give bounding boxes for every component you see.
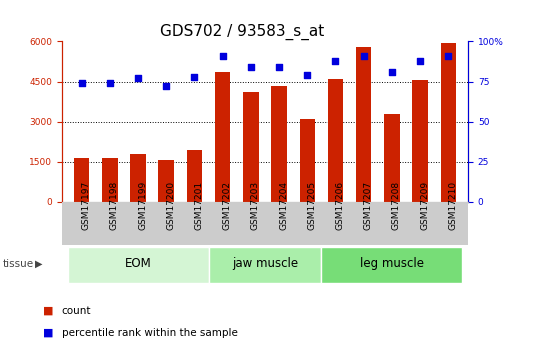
Text: leg muscle: leg muscle: [360, 257, 424, 270]
Text: GSM17205: GSM17205: [307, 181, 316, 230]
Bar: [215, 72, 230, 202]
Bar: [187, 150, 202, 202]
Point: [444, 53, 452, 59]
Bar: [300, 119, 315, 202]
Point: [303, 72, 312, 78]
Bar: [384, 114, 400, 202]
Bar: [441, 43, 456, 202]
Bar: [243, 92, 259, 202]
Bar: [159, 160, 174, 202]
Text: GSM17204: GSM17204: [279, 181, 288, 230]
Text: EOM: EOM: [125, 257, 151, 270]
Bar: [271, 86, 287, 202]
Point: [387, 69, 396, 75]
Bar: [74, 158, 89, 202]
Point: [359, 53, 368, 59]
Text: ▶: ▶: [35, 259, 43, 269]
Text: tissue: tissue: [3, 259, 34, 269]
Bar: [102, 158, 118, 202]
Point: [77, 80, 86, 86]
Bar: [412, 80, 428, 202]
Bar: [209, 247, 321, 283]
Text: GSM17197: GSM17197: [82, 181, 90, 230]
Bar: [356, 47, 371, 202]
Text: count: count: [62, 306, 91, 315]
Text: percentile rank within the sample: percentile rank within the sample: [62, 328, 238, 338]
Point: [134, 76, 143, 81]
Point: [218, 53, 227, 59]
Point: [275, 64, 284, 70]
Point: [331, 58, 340, 63]
Text: GSM17208: GSM17208: [392, 181, 401, 230]
Point: [162, 83, 171, 89]
Text: GDS702 / 93583_s_at: GDS702 / 93583_s_at: [160, 24, 324, 40]
Point: [105, 80, 114, 86]
Bar: [67, 247, 209, 283]
Text: GSM17203: GSM17203: [251, 181, 260, 230]
Point: [246, 64, 255, 70]
Point: [416, 58, 424, 63]
Bar: [321, 247, 463, 283]
Text: GSM17198: GSM17198: [110, 181, 119, 230]
Text: GSM17210: GSM17210: [448, 181, 457, 230]
Bar: [62, 202, 468, 245]
Text: GSM17199: GSM17199: [138, 181, 147, 230]
Bar: [130, 154, 146, 202]
Text: GSM17202: GSM17202: [223, 181, 232, 230]
Text: jaw muscle: jaw muscle: [232, 257, 298, 270]
Bar: [328, 79, 343, 202]
Text: GSM17207: GSM17207: [364, 181, 373, 230]
Text: GSM17200: GSM17200: [166, 181, 175, 230]
Text: ■: ■: [43, 306, 54, 315]
Text: GSM17209: GSM17209: [420, 181, 429, 230]
Text: GSM17206: GSM17206: [336, 181, 344, 230]
Text: GSM17201: GSM17201: [194, 181, 203, 230]
Text: ■: ■: [43, 328, 54, 338]
Point: [190, 74, 199, 79]
